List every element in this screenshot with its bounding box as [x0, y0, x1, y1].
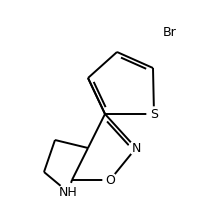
Text: Br: Br [163, 26, 177, 38]
Text: NH: NH [59, 186, 77, 198]
Text: S: S [150, 108, 158, 120]
Text: N: N [131, 141, 141, 155]
Circle shape [103, 173, 117, 187]
Circle shape [147, 107, 161, 121]
Circle shape [129, 141, 143, 155]
Circle shape [59, 183, 77, 201]
Text: O: O [105, 173, 115, 187]
